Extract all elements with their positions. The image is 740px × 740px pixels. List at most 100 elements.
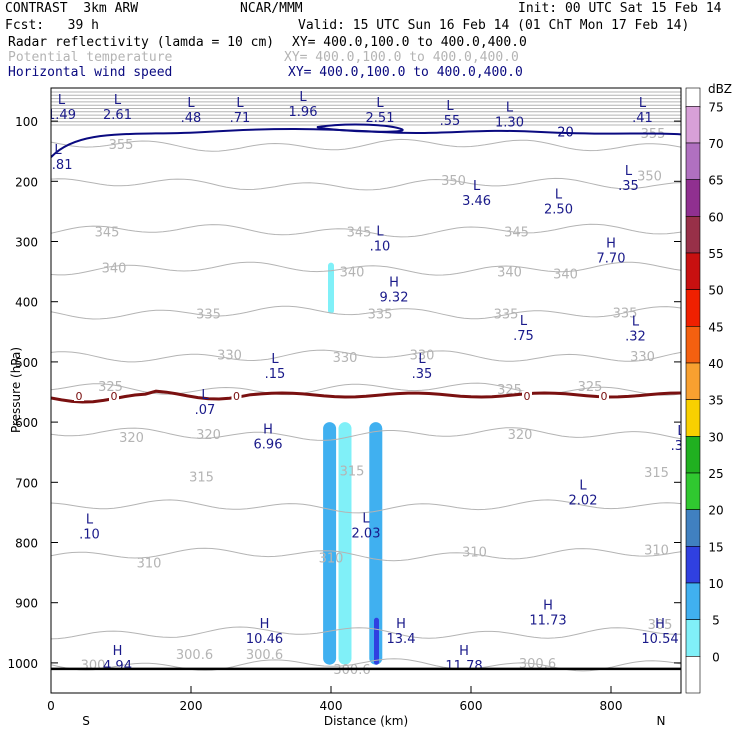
extremum-value: .55 (440, 114, 461, 129)
extremum-value: 6.96 (254, 437, 283, 452)
extremum-value: 6.81 (44, 158, 73, 173)
reflectivity-band-4 (328, 262, 334, 314)
theta-label: 310 (137, 556, 162, 571)
theta-label: 335 (368, 308, 393, 323)
theta-label: 315 (340, 464, 365, 479)
theta-contour-325 (51, 382, 681, 396)
colorbar-swatch-20 (685, 509, 701, 547)
extremum-value: .10 (79, 528, 100, 543)
freezing-layer: 0 0 0 0 0 (51, 389, 681, 404)
colorbar-swatch-75 (685, 106, 701, 144)
y-tick-label: 100 (15, 115, 38, 129)
theta-label: 345 (504, 225, 529, 240)
extremum-marker-L: L (632, 315, 640, 330)
colorbar-swatch-10 (685, 582, 701, 620)
extremum-marker-L: L (579, 478, 587, 493)
freezing-level-label: 0 (111, 390, 118, 403)
colorbar-title: dBZ (708, 82, 732, 96)
x-end-label-north: N (657, 714, 666, 728)
theta-label: 320 (196, 428, 221, 443)
freezing-level-line (51, 389, 681, 404)
extremum-value: .07 (195, 403, 216, 418)
extremum-value: 11.73 (529, 614, 566, 629)
extremum-marker-L: L (376, 96, 384, 111)
extremum-value: 2.03 (352, 526, 381, 541)
extremum-marker-H: H (113, 644, 123, 659)
theta-label: 340 (340, 266, 365, 281)
y-tick-label: 1000 (7, 657, 38, 671)
extremum-marker-H: H (459, 644, 469, 659)
theta-label: 335 (494, 308, 519, 323)
theta-contour-335 (51, 305, 681, 320)
theta-label: 310 (644, 544, 669, 559)
extremum-marker-H: H (396, 617, 406, 632)
theta-layer: 355 355 350 350 345 345 345 340 340 340 340 335 335 3… (51, 91, 681, 678)
theta-label: 345 (95, 225, 120, 240)
theta-label: 330 (410, 349, 435, 364)
theta-contour-355 (51, 138, 681, 152)
theta-label: 350 (441, 174, 466, 189)
colorbar-label: 35 (708, 394, 723, 408)
y-tick-label: 900 (15, 597, 38, 611)
colorbar-swatch-30 (685, 436, 701, 474)
y-tick-label: 600 (15, 416, 38, 430)
theta-contour-305 (51, 626, 681, 640)
extremum-marker-L: L (376, 224, 384, 239)
y-tick-label: 200 (15, 175, 38, 189)
x-tick-label: 200 (180, 699, 203, 713)
x-tick-label: 400 (320, 699, 343, 713)
reflectivity-band-3 (374, 617, 379, 665)
y-tick-label: 300 (15, 236, 38, 250)
model-title: CONTRAST 3km ARW (5, 1, 139, 16)
colorbar-label: 50 (708, 284, 723, 298)
extremum-value: 10.46 (246, 632, 283, 647)
extremum-value: 9.32 (380, 290, 409, 305)
theta-label: 355 (109, 138, 134, 153)
extremum-value: 2.61 (103, 108, 132, 123)
theta-contour-330 (51, 349, 681, 363)
colorbar-swatch-25 (685, 472, 701, 510)
colorbar-swatch-60 (685, 216, 701, 254)
extremum-marker-L: L (555, 188, 563, 203)
theta-label: 325 (578, 380, 603, 395)
colorbar-label: 0 (712, 650, 720, 664)
colorbar-label: 30 (708, 430, 723, 444)
theta-label: 305 (648, 618, 673, 633)
extremum-value: .15 (265, 367, 286, 382)
colorbar-swatch-0 (685, 656, 701, 694)
extremum-marker-L: L (639, 96, 647, 111)
colorbar-label: 25 (708, 467, 723, 481)
extremum-marker-L: L (236, 96, 244, 111)
field-reflectivity-label: Radar reflectivity (lamda = 10 cm) (8, 35, 275, 50)
extremum-marker-H: H (543, 599, 553, 614)
forecast-hour: Fcst: 39 h (5, 18, 99, 33)
extremum-marker-L: L (473, 179, 481, 194)
theta-label: 345 (347, 225, 372, 240)
extremum-marker-H: H (260, 617, 270, 632)
extremum-marker-L: L (506, 100, 514, 115)
extremum-value: 1.30 (495, 115, 524, 130)
label-layer: L1.49L2.61L.48L.71L1.96L2.51L.55L1.30L.4… (44, 90, 681, 674)
plot-frame (50, 87, 682, 694)
y-axis-title: Pressure (hPa) (9, 347, 23, 433)
colorbar-swatch-55 (685, 252, 701, 290)
org-label: NCAR/MMM (240, 1, 303, 16)
extremum-marker-H: H (389, 275, 399, 290)
freezing-label-bg (231, 391, 242, 402)
freezing-label-bg (74, 391, 84, 402)
x-tick-label: 0 (47, 699, 55, 713)
x-tick-label: 800 (600, 699, 623, 713)
freezing-label-bg (109, 391, 119, 402)
extremum-marker-L: L (187, 96, 195, 111)
colorbar-swatch-70 (685, 142, 701, 180)
colorbar-label: 5 (712, 614, 720, 628)
freezing-label-bg (599, 391, 609, 402)
theta-label: 340 (553, 267, 578, 282)
theta-label: 355 (641, 127, 666, 142)
theta-contour-345 (51, 223, 681, 238)
colorbar-label: 55 (708, 247, 723, 261)
theta-label: 330 (333, 351, 358, 366)
theta-contour-300 (51, 658, 681, 672)
